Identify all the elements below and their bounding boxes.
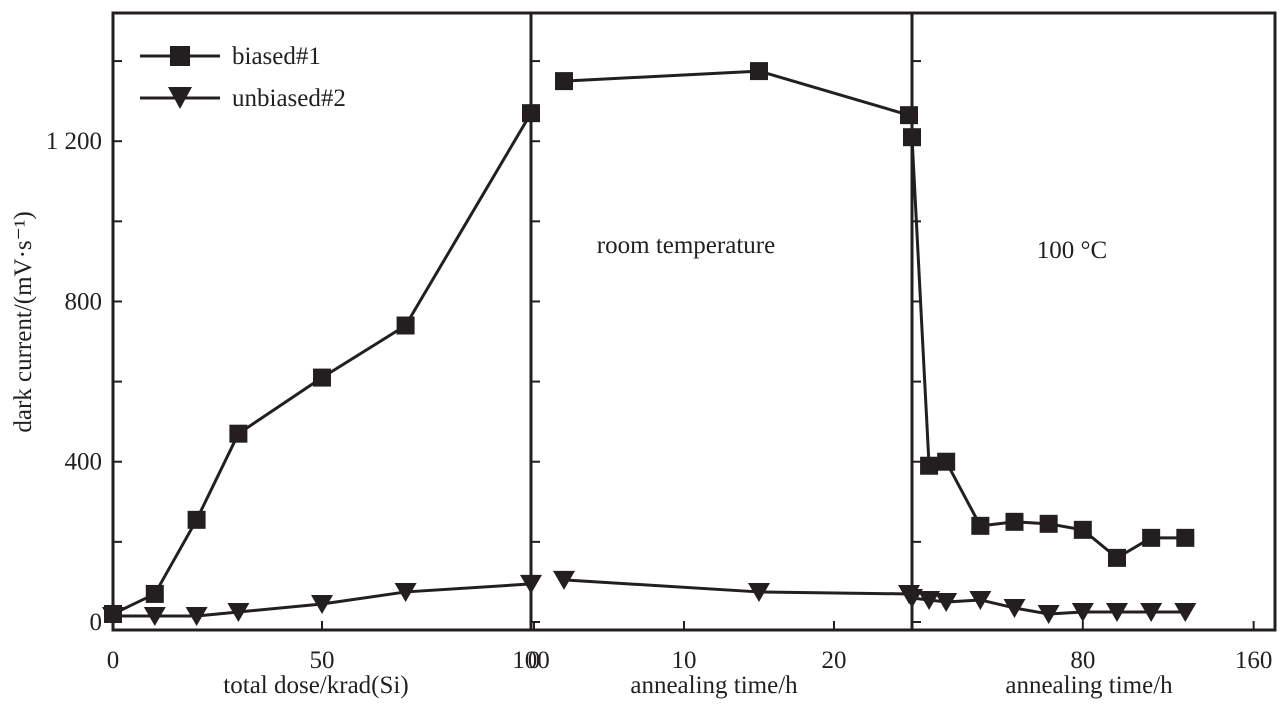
legend-label-biased: biased#1 [232,43,321,70]
data-point-unbiased [1105,602,1128,622]
data-point-biased [313,368,331,387]
data-point-biased [1073,520,1092,539]
data-point-biased [903,128,921,147]
data-point-biased [229,424,248,443]
data-point-unbiased [185,606,208,626]
series-layer [102,62,1197,626]
data-point-unbiased [935,592,958,612]
x-axis-title-dose: total dose/krad(Si) [223,672,408,699]
data-point-unbiased [143,606,166,626]
x-tick-label: 80 [1070,647,1095,674]
data-point-biased [1142,528,1161,547]
data-point-biased [145,584,164,603]
data-point-biased [1107,548,1126,567]
data-point-unbiased [394,582,417,602]
data-point-unbiased [1037,604,1060,624]
series-line-unbiased-p1 [563,578,910,596]
data-point-unbiased [918,590,941,610]
series-line-biased-p1 [563,69,910,117]
data-point-unbiased [1003,598,1026,618]
data-point-biased [937,452,956,471]
data-point-biased [1176,528,1195,547]
chart-frame [111,11,1277,632]
y-axis-title: dark current/(mV·s⁻¹) [10,211,37,432]
legend-marker-square [170,46,190,66]
data-point-unbiased [1174,602,1197,622]
x-tick-label: 100 [512,647,550,674]
data-point-unbiased [553,570,575,590]
data-point-biased [971,516,990,535]
y-tick-label: 0 [90,609,103,636]
series-line-biased-p2 [910,137,1186,560]
data-point-unbiased [1071,602,1094,622]
x-axis-title-annealing-100c: annealing time/h [1005,672,1173,699]
annotation-room-temperature: room temperature [597,232,775,259]
data-point-unbiased [969,590,992,610]
x-tick-label: 160 [1235,647,1273,674]
axis-ticks [112,60,1255,630]
x-tick-label: 10 [672,647,697,674]
data-point-unbiased [311,594,333,614]
series-line-biased-p0 [112,112,533,616]
data-point-unbiased [520,574,542,594]
data-point-biased [900,106,918,125]
data-point-biased [396,316,415,335]
data-point-biased [750,62,768,81]
x-tick-label: 50 [310,647,335,674]
data-point-biased [187,510,206,529]
data-point-biased [1005,512,1024,531]
data-point-unbiased [227,602,250,622]
data-point-biased [920,456,939,475]
x-tick-label: 20 [822,647,847,674]
data-point-biased [522,104,540,123]
y-tick-label: 800 [65,288,103,315]
legend-marker-triangle [168,87,192,109]
legend-label-unbiased: unbiased#2 [232,85,346,112]
data-point-biased [555,72,573,91]
data-point-biased [1039,514,1058,533]
series-line-unbiased-p2 [911,596,1186,616]
x-axis-title-annealing-rt: annealing time/h [630,672,798,699]
legend: biased#1 unbiased#2 [140,43,346,112]
x-tick-label: 0 [107,647,120,674]
data-point-unbiased [102,606,124,626]
y-tick-label: 1 200 [46,128,102,155]
y-tick-label: 400 [65,449,103,476]
data-point-unbiased [748,582,770,602]
data-point-unbiased [901,588,923,608]
data-point-unbiased [1140,602,1163,622]
annotation-100c: 100 °C [1037,237,1107,264]
x-tick-label: 0 [528,647,541,674]
